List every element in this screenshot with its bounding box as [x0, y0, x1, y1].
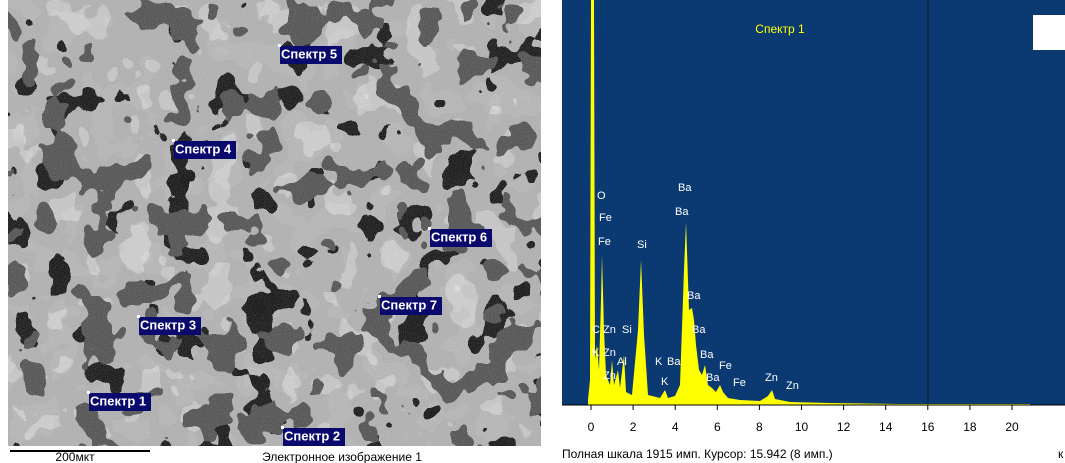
peak-label: K	[655, 356, 663, 368]
tick-label: 8	[756, 420, 763, 434]
axis-unit: к	[1058, 447, 1064, 461]
tick-label: 18	[963, 420, 977, 434]
tick-label: 20	[1005, 420, 1019, 434]
tick-label: 14	[879, 420, 893, 434]
spectrum-label: Спектр 3	[140, 317, 196, 332]
status-line: Полная шкала 1915 имп. Курсор: 15.942 (8…	[562, 447, 833, 461]
tick-label: 10	[795, 420, 809, 434]
scale-bar-label: 200мкт	[55, 450, 95, 463]
peak-label: K	[592, 347, 600, 359]
peak-label: Zn	[603, 370, 616, 382]
image-caption: Электронное изображение 1	[262, 450, 422, 463]
spectrum-label: Спектр 6	[431, 229, 487, 244]
tick-label: 2	[630, 420, 637, 434]
x-axis: 0 2 4 6 8 10 12 14 16 18 20	[588, 405, 1019, 434]
peak-label: Si	[622, 324, 632, 336]
spectrum-label: Спектр 2	[284, 428, 340, 443]
spectrum-title: Спектр 1	[755, 22, 805, 36]
page: Спектр 5 Спектр 4 Спектр 6 Спектр 7 Спектр 3…	[0, 0, 1065, 463]
spectrum	[562, 0, 1065, 405]
spectrum-label: Спектр 4	[175, 141, 232, 156]
peak-label: Al	[617, 356, 627, 368]
spectrum-label: Спектр 1	[90, 393, 146, 408]
peak-label: K	[661, 376, 669, 388]
peak-label: Ba	[700, 349, 714, 361]
tick-label: 12	[837, 420, 851, 434]
screen: Спектр 5 Спектр 4 Спектр 6 Спектр 7 Спектр 3…	[0, 0, 1065, 463]
tick-label: 0	[588, 420, 595, 434]
peak-label: Fe	[733, 377, 746, 389]
peak-label: Ba	[706, 372, 720, 384]
peak-label: Zn	[786, 380, 799, 392]
peak-label: O	[597, 190, 606, 202]
peak-label: Zn	[603, 347, 616, 359]
peak-label: Ba	[675, 206, 689, 218]
spectrum-label: Спектр 5	[281, 46, 337, 61]
tick-label: 16	[921, 420, 935, 434]
peak-label: Zn	[765, 372, 778, 384]
peak-label: Fe	[719, 360, 732, 372]
peak-label: Ba	[678, 182, 692, 194]
tick-label: 6	[714, 420, 721, 434]
peak-label: Fe	[598, 236, 611, 248]
sem-image	[8, 0, 541, 446]
peak-label: Ba	[687, 290, 701, 302]
spectrum-label: Спектр 7	[381, 297, 437, 312]
peak-label: Zn	[603, 324, 616, 336]
tick-label: 4	[672, 420, 679, 434]
peak-label: C	[592, 324, 600, 336]
peak-label: Ba	[667, 356, 681, 368]
peak-label: Fe	[599, 212, 612, 224]
peak-label: Ba	[692, 324, 706, 336]
peak-label: Si	[637, 239, 647, 251]
